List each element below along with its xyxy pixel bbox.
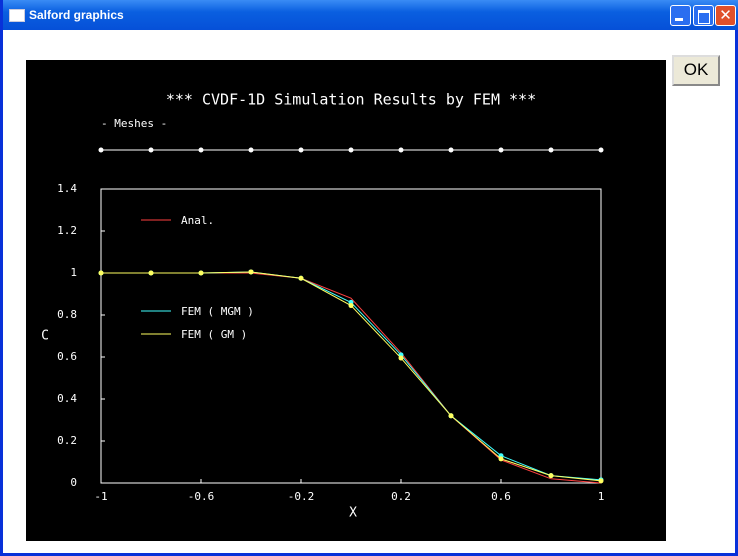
chart-title: *** CVDF-1D Simulation Results by FEM **…: [166, 91, 536, 109]
x-axis-label: X: [349, 506, 357, 521]
data-point: [98, 270, 104, 276]
maximize-button[interactable]: [693, 5, 714, 26]
data-point: [548, 473, 554, 479]
mesh-node: [298, 147, 304, 153]
data-point: [448, 413, 454, 419]
legend-label: Anal.: [181, 214, 214, 227]
y-tick-label: 0: [70, 476, 77, 489]
mesh-node: [148, 147, 154, 153]
legend-label: FEM ( MGM ): [181, 305, 254, 318]
data-point: [298, 275, 304, 281]
mesh-node: [598, 147, 604, 153]
close-button[interactable]: ✕: [715, 5, 736, 26]
mesh-node: [448, 147, 454, 153]
y-tick-label: 0.2: [57, 434, 77, 447]
title-bar: Salford graphics ✕: [3, 0, 738, 30]
y-tick-label: 1: [70, 266, 77, 279]
data-point: [248, 269, 254, 275]
x-tick-label: -0.2: [288, 490, 315, 503]
mesh-node: [98, 147, 104, 153]
legend-label: FEM ( GM ): [181, 328, 247, 341]
x-tick-label: -0.6: [188, 490, 215, 503]
x-tick-label: 0.6: [491, 490, 511, 503]
data-point: [398, 355, 404, 361]
y-tick-label: 1.4: [57, 182, 77, 195]
data-point: [498, 456, 504, 462]
mesh-node: [498, 147, 504, 153]
mesh-node: [398, 147, 404, 153]
chart: *** CVDF-1D Simulation Results by FEM **…: [26, 60, 666, 541]
y-tick-label: 0.8: [57, 308, 77, 321]
y-axis-label: C: [41, 329, 49, 344]
data-point: [198, 270, 204, 276]
window-icon: [9, 9, 25, 22]
mesh-label: - Meshes -: [101, 117, 167, 130]
y-tick-label: 1.2: [57, 224, 77, 237]
plot-frame: [100, 188, 602, 484]
ok-button[interactable]: OK: [672, 55, 720, 86]
x-tick-label: 1: [598, 490, 605, 503]
data-point: [598, 478, 604, 484]
x-tick-label: -1: [94, 490, 107, 503]
data-point: [348, 303, 354, 309]
minimize-button[interactable]: [670, 5, 691, 26]
data-point: [148, 270, 154, 276]
mesh-node: [248, 147, 254, 153]
x-tick-label: 0.2: [391, 490, 411, 503]
mesh-node: [548, 147, 554, 153]
y-tick-label: 0.6: [57, 350, 77, 363]
mesh-node: [348, 147, 354, 153]
window-title: Salford graphics: [29, 8, 124, 22]
mesh-node: [198, 147, 204, 153]
y-tick-label: 0.4: [57, 392, 77, 405]
